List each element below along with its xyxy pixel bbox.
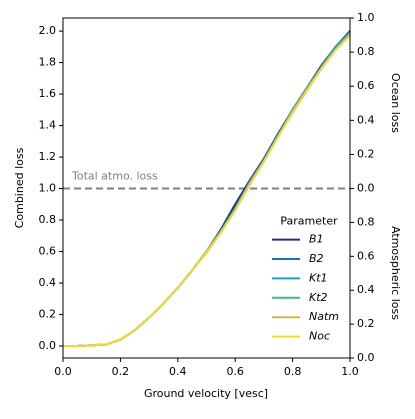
right-tick-label: 0.4 [357, 113, 375, 126]
y-tick-label: 2.0 [39, 24, 57, 37]
y-tick-label: 1.0 [39, 182, 57, 195]
legend-title: Parameter [280, 215, 338, 228]
legend-label: Kt2 [309, 291, 328, 304]
legend-label: B2 [309, 252, 324, 265]
y-tick-label: 0.2 [39, 308, 57, 321]
legend-box [271, 213, 347, 352]
x-tick-label: 0.6 [226, 365, 244, 378]
legend-label: B1 [309, 233, 324, 246]
right-tick-label: 0.4 [357, 283, 375, 296]
x-tick-label: 0.4 [169, 365, 187, 378]
right-tick-label: 0.0 [357, 351, 375, 364]
y-tick-label: 1.2 [39, 150, 57, 163]
right-tick-label: 0.8 [357, 45, 375, 58]
y-tick-label: 0.6 [39, 245, 57, 258]
x-tick-label: 0.2 [112, 365, 130, 378]
y-axis-label: Combined loss [13, 147, 26, 228]
legend-label: Natm [309, 310, 339, 323]
ocean-axis-label: Ocean loss [389, 73, 402, 133]
y-tick-label: 1.4 [39, 119, 57, 132]
hline-label: Total atmo. loss [71, 170, 158, 183]
series-line [63, 35, 351, 348]
y-tick-label: 1.6 [39, 87, 57, 100]
y-tick-label: 0.8 [39, 213, 57, 226]
right-tick-label: 0.8 [357, 215, 375, 228]
legend-label: Noc [309, 330, 330, 343]
right-tick-label: 0.6 [357, 249, 375, 262]
atmo-axis-label: Atmospheric loss [389, 226, 402, 320]
x-tick-label: 1.0 [341, 365, 359, 378]
right-tick-label: 0.2 [357, 147, 375, 160]
y-tick-label: 0.4 [39, 276, 57, 289]
right-tick-label: 1.0 [357, 11, 375, 24]
x-axis-label: Ground velocity [vesc] [144, 387, 268, 400]
legend-label: Kt1 [309, 271, 328, 284]
right-tick-label: 0.6 [357, 79, 375, 92]
plot-frame [62, 17, 351, 359]
y-tick-label: 1.8 [39, 56, 57, 69]
x-tick-label: 0.8 [284, 365, 302, 378]
right-tick-label: 0.0 [357, 182, 375, 195]
y-tick-label: 0.0 [39, 339, 57, 352]
right-tick-label: 0.2 [357, 317, 375, 330]
x-tick-label: 0.0 [54, 365, 72, 378]
